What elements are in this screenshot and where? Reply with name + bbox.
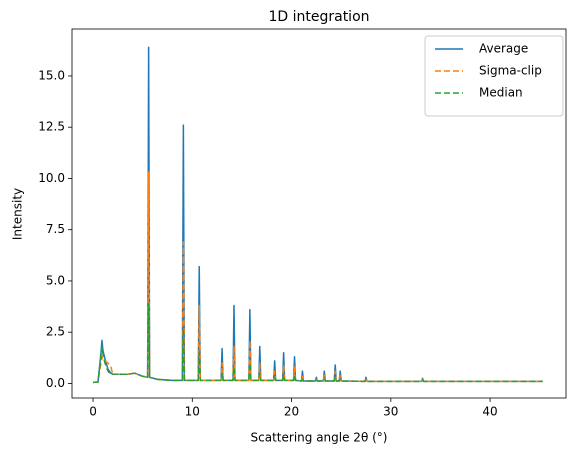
legend-label: Average <box>479 42 528 56</box>
y-tick-label: 15.0 <box>38 68 65 82</box>
y-tick-label: 10.0 <box>38 171 65 185</box>
x-tick-label: 10 <box>185 405 200 419</box>
x-tick-label: 20 <box>284 405 299 419</box>
x-tick-label: 30 <box>383 405 398 419</box>
plot-frame <box>71 28 567 399</box>
y-tick-label: 0.0 <box>46 376 65 390</box>
legend-box <box>424 35 564 117</box>
x-tick-label: 40 <box>482 405 497 419</box>
x-tick-label: 0 <box>89 405 97 419</box>
x-axis-label: Scattering angle 2θ (°) <box>251 431 388 445</box>
legend-label: Sigma-clip <box>479 64 542 78</box>
chart-title: 1D integration <box>268 9 369 25</box>
series-line <box>92 302 543 384</box>
y-tick-label: 2.5 <box>46 325 65 339</box>
y-tick-label: 5.0 <box>46 273 65 287</box>
legend-label: Median <box>479 86 523 100</box>
y-tick-label: 12.5 <box>38 120 65 134</box>
y-tick-label: 7.5 <box>46 222 65 236</box>
y-axis-label: Intensity <box>11 188 25 240</box>
